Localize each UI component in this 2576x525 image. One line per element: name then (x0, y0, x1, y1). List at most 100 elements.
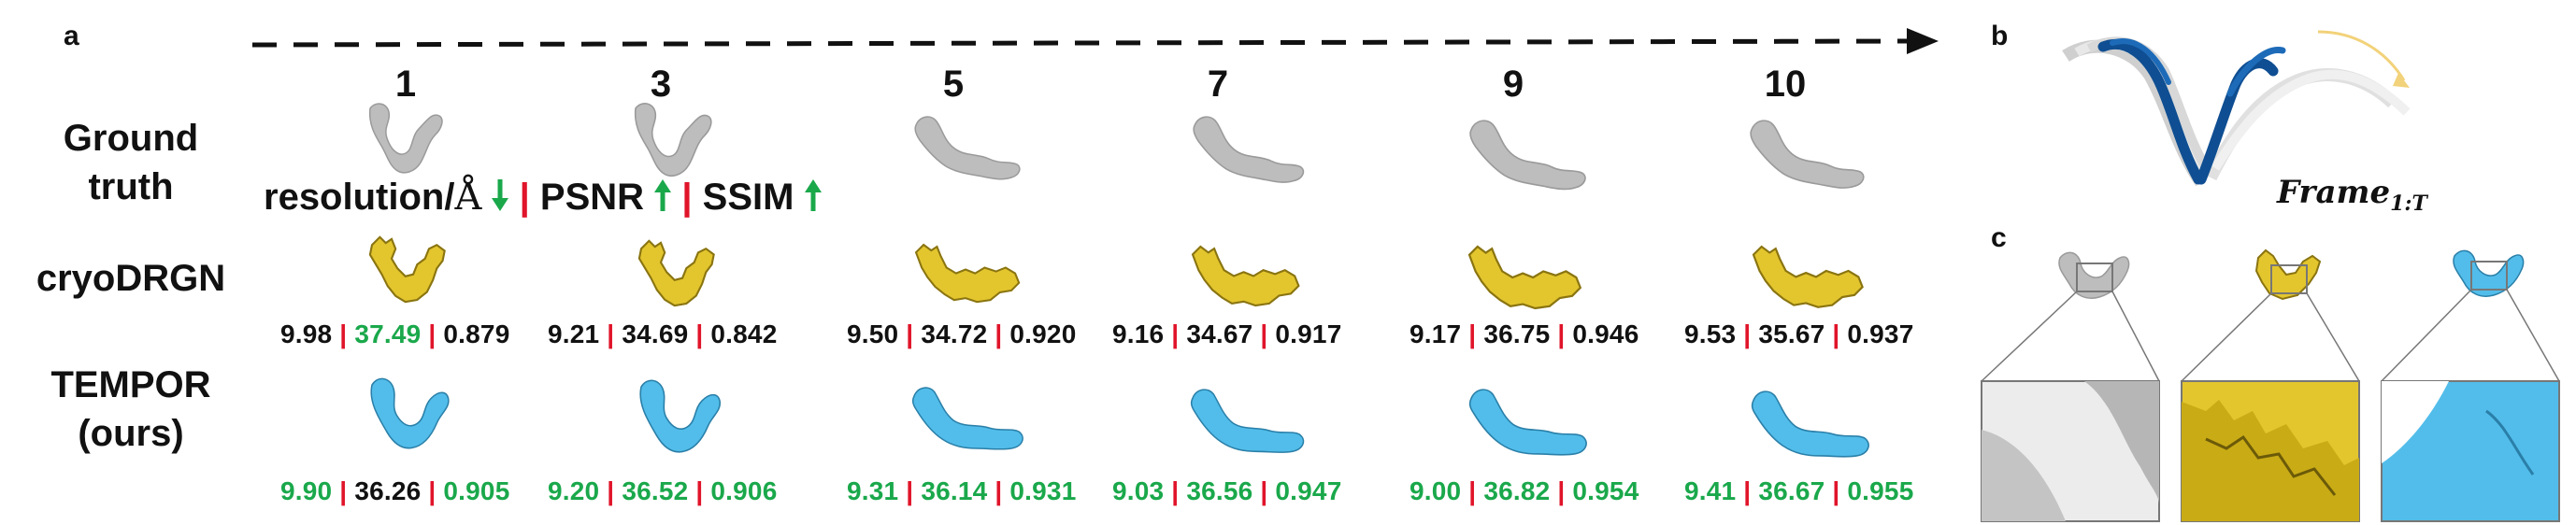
cryodrgn-ssim-1: 0.879 (443, 319, 510, 348)
metric-separator: | (695, 476, 704, 505)
metric-separator: | (428, 476, 436, 505)
tempor-metrics-frame-5: 9.31 | 36.14 | 0.931 (847, 476, 1076, 506)
cryodrgn-metrics-frame-5: 9.50 | 34.72 | 0.920 (847, 319, 1076, 349)
tempor-res-1: 9.90 (280, 476, 333, 505)
frame-label-9: 9 (1502, 64, 1524, 105)
row-label-ground-truth-line1: Ground (63, 118, 199, 159)
metric-separator: | (339, 476, 348, 505)
frame-label-7: 7 (1207, 64, 1229, 105)
tempor-ssim-3: 0.906 (710, 476, 778, 505)
metric-separator: | (1171, 319, 1180, 348)
cryodrgn-psnr-5: 34.72 (921, 319, 988, 348)
cryodrgn-ssim-5: 0.920 (1009, 319, 1077, 348)
up-arrow-icon (804, 179, 822, 211)
tempor-map-3 (639, 379, 722, 453)
cryodrgn-psnr-3: 34.69 (622, 319, 689, 348)
cryodrgn-res-1: 9.98 (280, 319, 333, 348)
cryodrgn-psnr-10: 35.67 (1758, 319, 1825, 348)
gt-map-1 (368, 103, 443, 174)
ribbon-structure (2062, 30, 2411, 187)
cryodrgn-psnr-9: 36.75 (1483, 319, 1551, 348)
panel-letter-a: a (64, 21, 79, 51)
metric-separator: | (339, 319, 348, 348)
frame-formula-base: Frame (2277, 174, 2391, 211)
cryodrgn-res-5: 9.50 (847, 319, 899, 348)
tempor-res-7: 9.03 (1112, 476, 1165, 505)
metric-separator: | (1468, 319, 1477, 348)
row-label-ground-truth-line2: truth (88, 166, 174, 207)
tempor-metrics-frame-3: 9.20 | 36.52 | 0.906 (548, 476, 777, 506)
tempor-map-10 (1751, 390, 1869, 458)
metric-separator: | (906, 319, 914, 348)
tempor-metrics-frame-7: 9.03 | 36.56 | 0.947 (1112, 476, 1341, 506)
down-arrow-icon (492, 179, 509, 211)
cryodrgn-map-9 (1467, 245, 1581, 310)
metric-legend: resolution/Å | PSNR | SSIM (264, 176, 822, 219)
tempor-psnr-10: 36.67 (1758, 476, 1825, 505)
cryodrgn-map-10 (1752, 245, 1864, 308)
cryodrgn-ssim-3: 0.842 (710, 319, 778, 348)
tempor-map-5 (911, 387, 1023, 450)
tempor-map-7 (1190, 389, 1305, 453)
row-label-tempor: TEMPOR (ours) (37, 361, 224, 458)
tempor-metrics-frame-10: 9.41 | 36.67 | 0.955 (1684, 476, 1913, 506)
cryodrgn-metrics-frame-7: 9.16 | 34.67 | 0.917 (1112, 319, 1341, 349)
frame-label-5: 5 (942, 64, 965, 105)
cryodrgn-map-1 (368, 235, 446, 304)
metric-separator: | (995, 476, 1003, 505)
legend-ssim: SSIM (702, 177, 794, 218)
panel-letter-b: b (1991, 21, 2009, 51)
zoom-gt-box (2076, 262, 2113, 292)
metric-separator: | (607, 476, 615, 505)
tempor-ssim-5: 0.931 (1009, 476, 1077, 505)
tempor-psnr-7: 36.56 (1186, 476, 1253, 505)
cryodrgn-ssim-9: 0.946 (1572, 319, 1639, 348)
cryodrgn-res-9: 9.17 (1410, 319, 1462, 348)
tempor-res-9: 9.00 (1410, 476, 1462, 505)
metric-separator: | (1832, 319, 1840, 348)
row-label-ground-truth: Ground truth (37, 114, 224, 211)
legend-separator-2: | (681, 177, 693, 218)
metric-separator: | (1743, 319, 1752, 348)
cryodrgn-psnr-1: 37.49 (354, 319, 422, 348)
tempor-ssim-7: 0.947 (1275, 476, 1342, 505)
tempor-metrics-frame-9: 9.00 | 36.82 | 0.954 (1410, 476, 1639, 506)
cryodrgn-map-5 (914, 243, 1021, 304)
metric-separator: | (607, 319, 615, 348)
metric-separator: | (1557, 476, 1566, 505)
metric-separator: | (1832, 476, 1840, 505)
tempor-psnr-3: 36.52 (622, 476, 689, 505)
tempor-map-9 (1468, 389, 1587, 456)
metric-separator: | (995, 319, 1003, 348)
gt-map-5 (914, 116, 1021, 180)
cryodrgn-res-7: 9.16 (1112, 319, 1165, 348)
frame-formula: Frame1:T (2277, 174, 2427, 216)
tempor-map-1 (370, 377, 450, 449)
gt-map-10 (1750, 120, 1865, 189)
cryodrgn-map-7 (1191, 245, 1300, 307)
metric-separator: | (1557, 319, 1566, 348)
metric-separator: | (906, 476, 914, 505)
metric-separator: | (695, 319, 704, 348)
zoom-tempor-box (2470, 261, 2508, 291)
metric-separator: | (428, 319, 436, 348)
zoom-cryodrgn-box (2270, 264, 2308, 294)
tempor-res-3: 9.20 (548, 476, 600, 505)
legend-resolution: resolution/ (264, 177, 455, 218)
cryodrgn-metrics-frame-3: 9.21 | 34.69 | 0.842 (548, 319, 777, 349)
cryodrgn-psnr-7: 34.67 (1186, 319, 1253, 348)
row-label-tempor-line1: TEMPOR (50, 364, 211, 405)
tempor-res-5: 9.31 (847, 476, 899, 505)
cryodrgn-ssim-10: 0.937 (1847, 319, 1914, 348)
metric-separator: | (1171, 476, 1180, 505)
tempor-res-10: 9.41 (1684, 476, 1737, 505)
frame-label-1: 1 (394, 64, 417, 105)
tempor-psnr-9: 36.82 (1483, 476, 1551, 505)
panel-letter-c: c (1991, 222, 2007, 253)
cryodrgn-map-3 (637, 239, 715, 307)
frame-formula-sub: 1:T (2390, 191, 2427, 216)
metric-separator: | (1743, 476, 1752, 505)
metric-separator: | (1468, 476, 1477, 505)
